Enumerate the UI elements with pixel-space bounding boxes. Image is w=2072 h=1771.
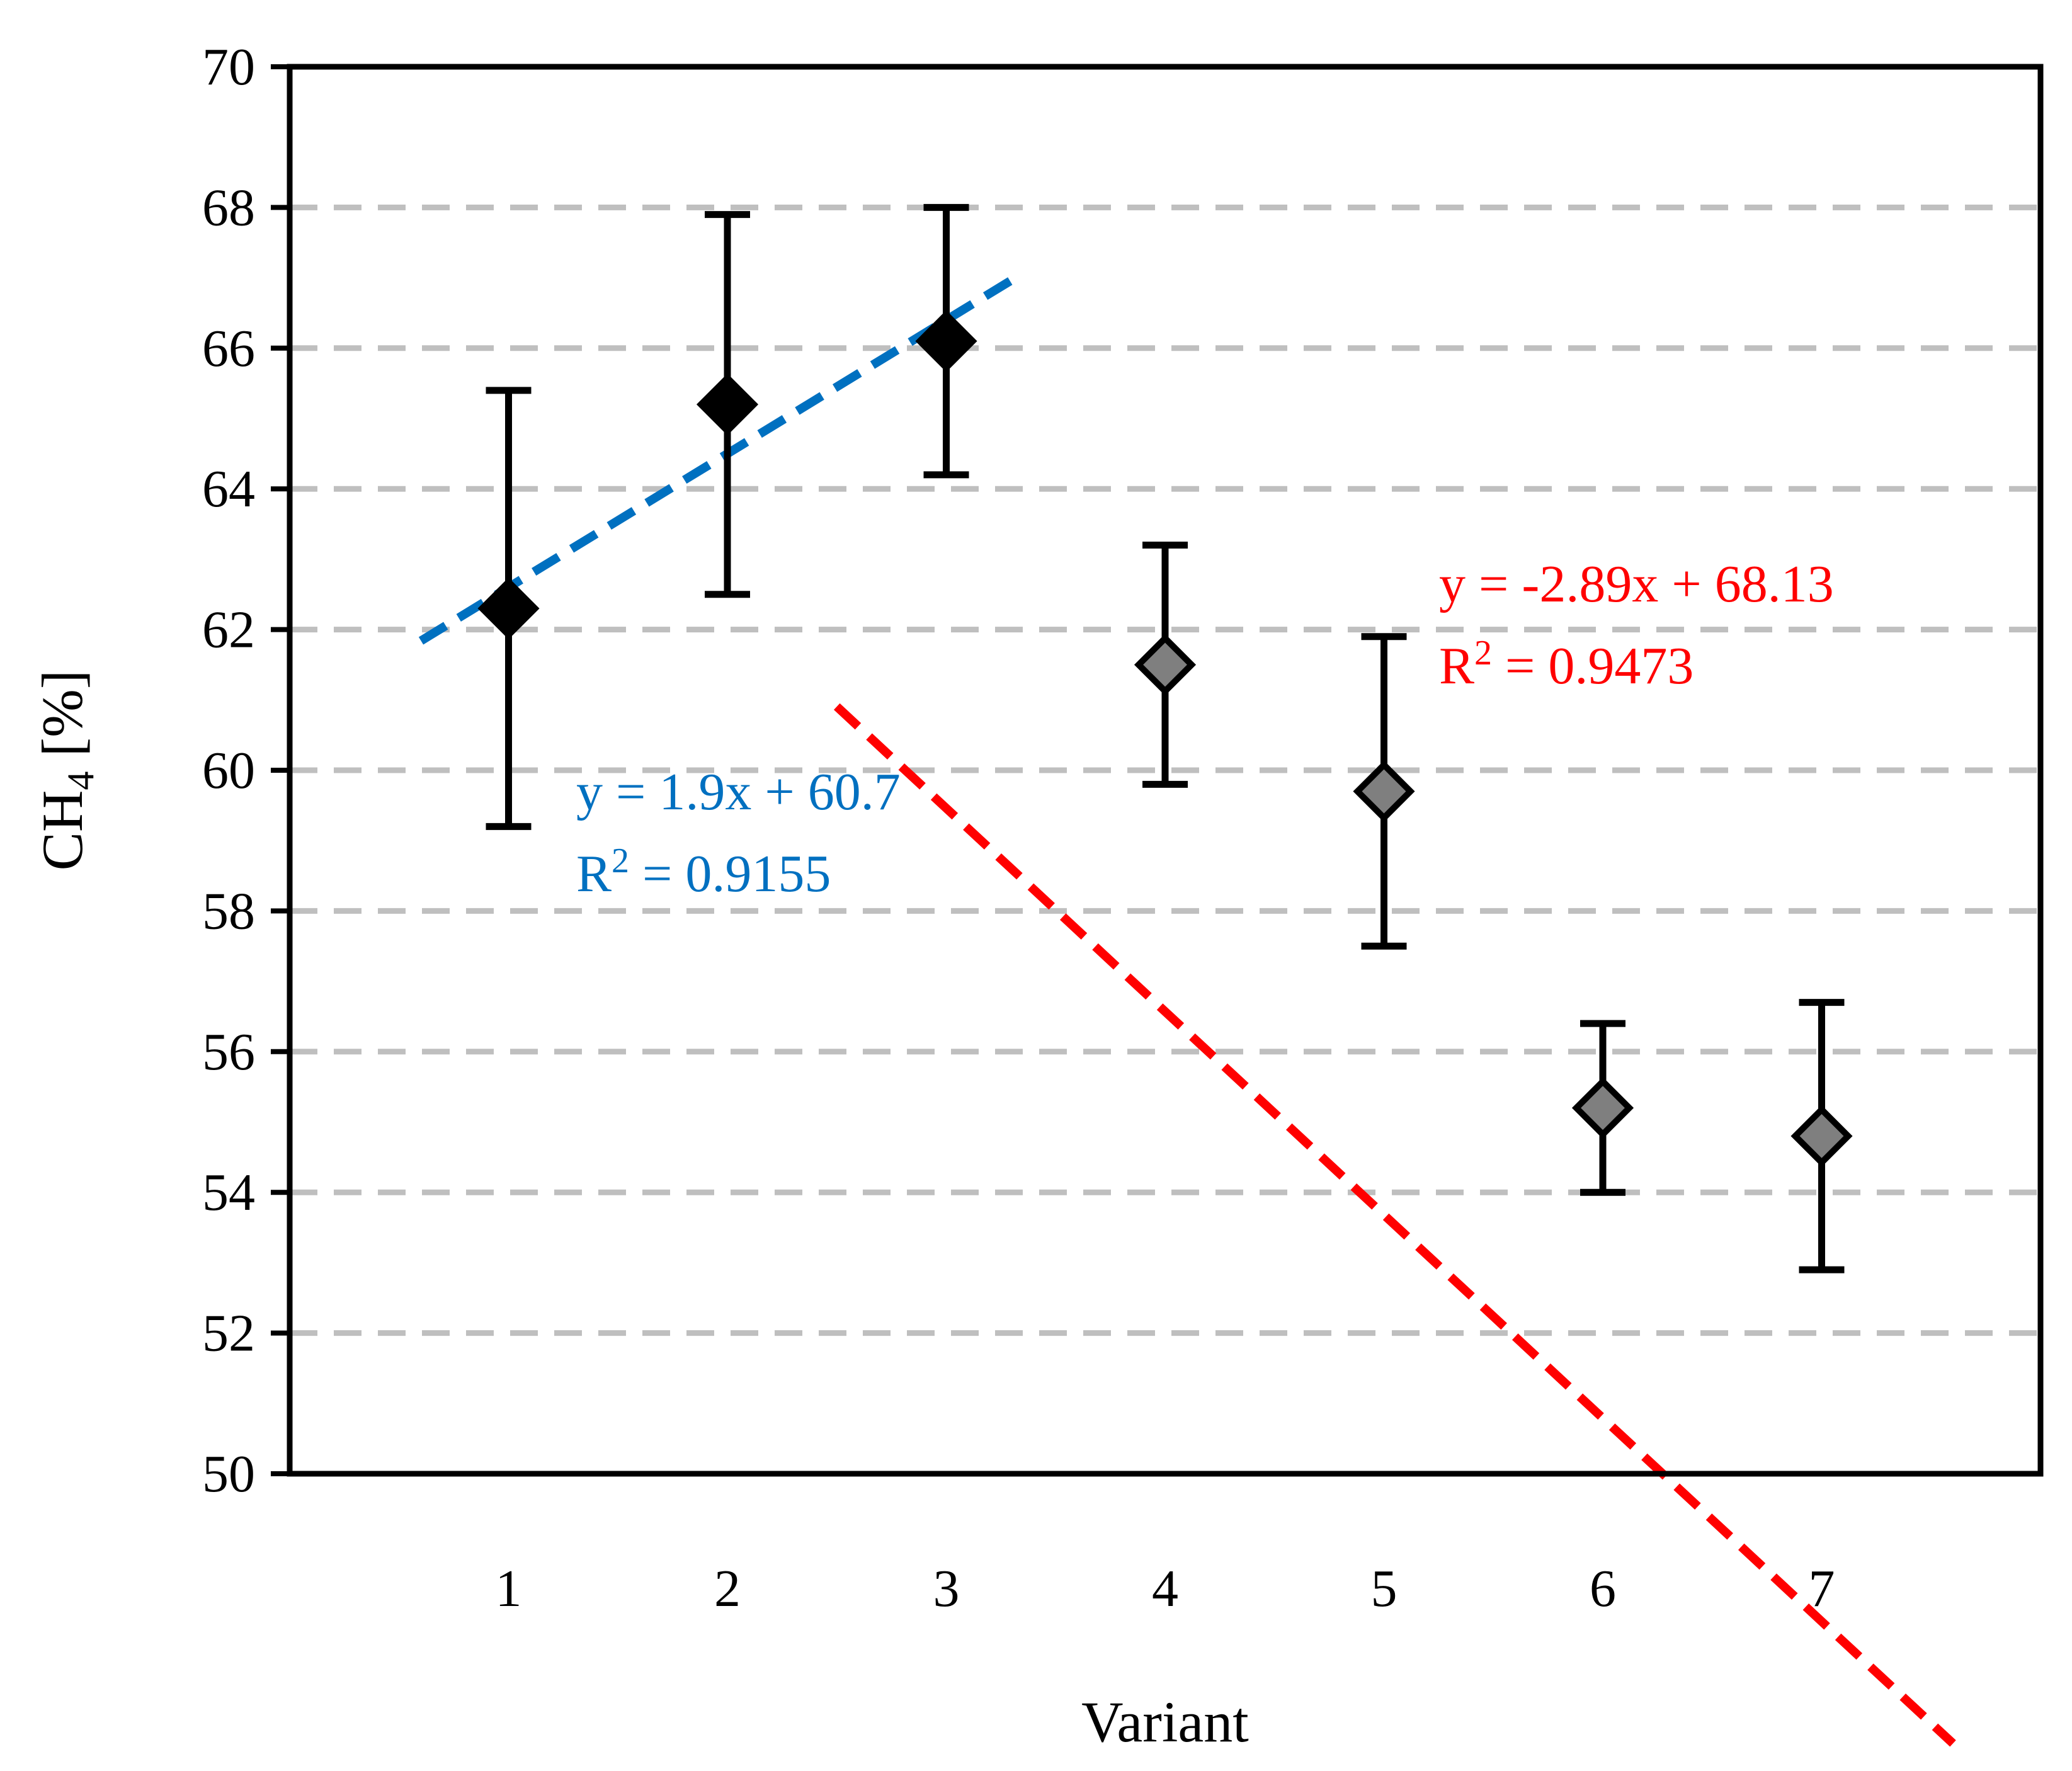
data-point-1 (477, 578, 540, 640)
x-tick-label-1: 1 (496, 1559, 522, 1618)
x-tick-label-5: 5 (1371, 1559, 1397, 1618)
trendlines (418, 276, 1956, 1747)
red-trend-line (833, 703, 1956, 1747)
x-tick-label-4: 4 (1152, 1559, 1178, 1618)
blue-trend-r2: R2 = 0.9155 (576, 841, 831, 903)
error-bars (486, 203, 1845, 1273)
y-tick-label-56: 56 (202, 1023, 255, 1081)
data-point-2 (696, 373, 759, 436)
y-tick-label-60: 60 (202, 741, 255, 800)
y-tick-label-58: 58 (202, 882, 255, 940)
data-point-4 (1134, 634, 1197, 696)
y-tick-label-62: 62 (202, 601, 255, 659)
red-trend-annotation: y = -2.89x + 68.13 R2 = 0.9473 (1439, 555, 1834, 695)
data-point-5 (1353, 760, 1415, 823)
y-tick-label-52: 52 (202, 1304, 255, 1363)
y-tick-label-64: 64 (202, 460, 255, 518)
x-axis-title: Variant (1081, 1690, 1249, 1754)
y-axis-ticks: 50 52 54 56 58 60 62 64 66 68 70 (202, 38, 290, 1503)
y-axis-title-subscript: 4 (60, 772, 101, 790)
y-tick-label-68: 68 (202, 178, 255, 237)
y-axis-title: CH4 [%] (30, 670, 101, 871)
blue-trend-r2-prefix: R (576, 845, 612, 903)
red-trend-r2-exponent: 2 (1474, 634, 1492, 673)
y-axis-title-main: CH (30, 790, 94, 871)
data-point-6 (1571, 1077, 1634, 1139)
blue-trend-line (418, 276, 1015, 645)
y-tick-label-70: 70 (202, 38, 255, 96)
red-trend-r2: R2 = 0.9473 (1439, 634, 1693, 695)
x-tick-label-6: 6 (1590, 1559, 1616, 1618)
data-point-7 (1790, 1105, 1853, 1167)
blue-trend-r2-value: = 0.9155 (629, 845, 831, 903)
y-tick-label-50: 50 (202, 1445, 255, 1503)
red-trend-r2-value: = 0.9473 (1492, 637, 1693, 695)
data-points (477, 310, 1853, 1167)
x-axis-ticks: 1 2 3 4 5 6 7 (496, 1559, 1835, 1618)
y-tick-label-66: 66 (202, 319, 255, 378)
x-tick-label-7: 7 (1809, 1559, 1835, 1618)
data-point-3 (915, 310, 977, 372)
red-trend-equation: y = -2.89x + 68.13 (1439, 555, 1834, 613)
red-trend-r2-prefix: R (1439, 637, 1474, 695)
y-tick-label-54: 54 (202, 1163, 255, 1222)
blue-trend-annotation: y = 1.9x + 60.7 R2 = 0.9155 (576, 763, 901, 903)
x-tick-label-3: 3 (933, 1559, 960, 1618)
x-tick-label-2: 2 (714, 1559, 741, 1618)
blue-trend-equation: y = 1.9x + 60.7 (576, 763, 901, 821)
y-axis-title-unit: [%] (30, 670, 94, 772)
grid-lines (290, 204, 2041, 1336)
blue-trend-r2-exponent: 2 (612, 841, 629, 880)
